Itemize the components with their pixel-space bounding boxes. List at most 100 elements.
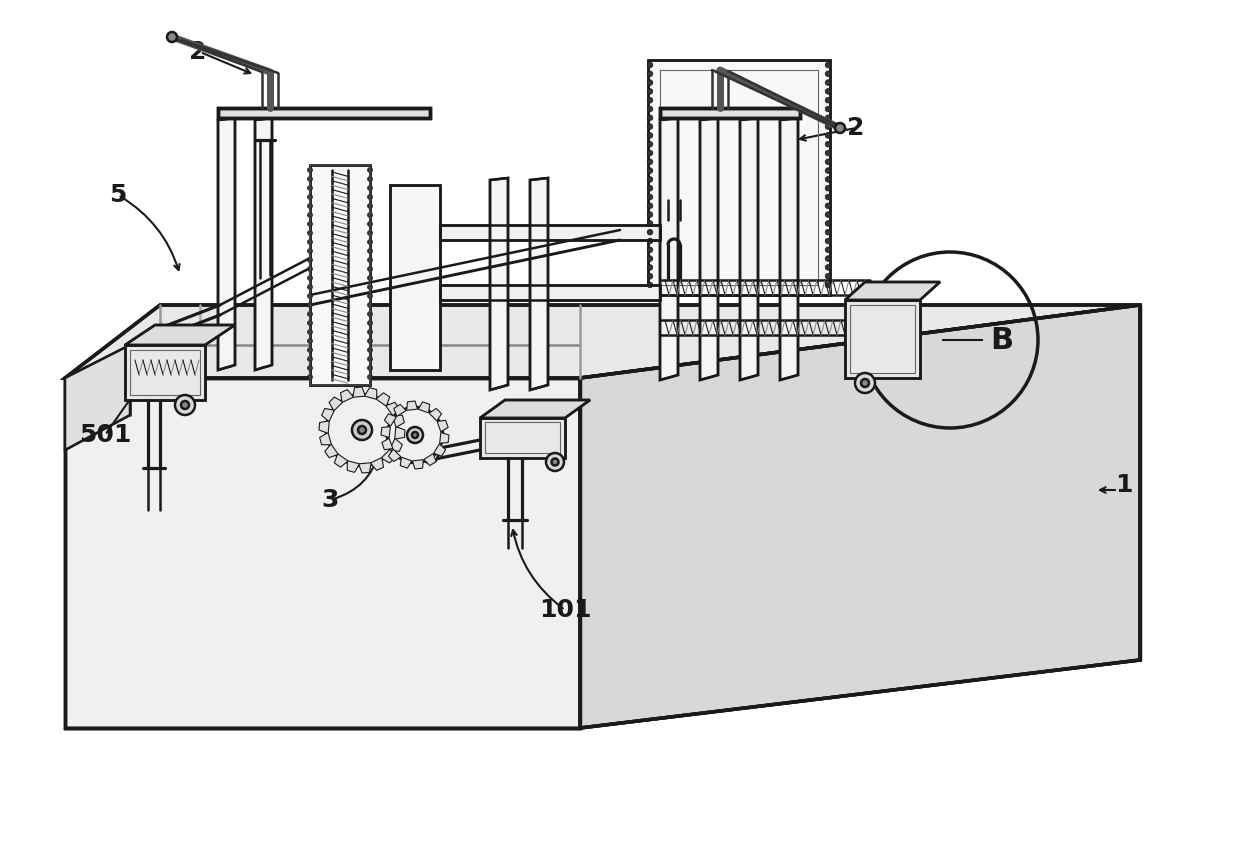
- Circle shape: [308, 222, 312, 227]
- Circle shape: [175, 395, 195, 415]
- Circle shape: [825, 159, 831, 165]
- Circle shape: [367, 329, 372, 334]
- Circle shape: [825, 255, 831, 261]
- Polygon shape: [125, 345, 205, 400]
- Polygon shape: [319, 420, 330, 433]
- Circle shape: [358, 426, 366, 434]
- Circle shape: [825, 97, 831, 103]
- Polygon shape: [393, 415, 404, 427]
- Circle shape: [367, 212, 372, 217]
- Circle shape: [647, 124, 652, 129]
- Polygon shape: [844, 282, 940, 300]
- Circle shape: [825, 151, 831, 156]
- Polygon shape: [660, 118, 678, 380]
- Polygon shape: [407, 401, 418, 410]
- Circle shape: [308, 338, 312, 343]
- Circle shape: [647, 229, 652, 235]
- Circle shape: [647, 71, 652, 77]
- Circle shape: [308, 329, 312, 334]
- Polygon shape: [649, 60, 830, 295]
- Text: B: B: [990, 326, 1013, 354]
- Circle shape: [367, 276, 372, 281]
- Polygon shape: [434, 444, 445, 456]
- Polygon shape: [310, 165, 370, 385]
- Circle shape: [167, 32, 177, 42]
- Polygon shape: [429, 409, 441, 421]
- Circle shape: [367, 356, 372, 361]
- Text: 101: 101: [538, 598, 591, 622]
- Circle shape: [367, 348, 372, 353]
- Circle shape: [647, 185, 652, 191]
- Circle shape: [308, 375, 312, 380]
- Circle shape: [647, 239, 652, 244]
- Circle shape: [647, 133, 652, 138]
- Circle shape: [647, 151, 652, 156]
- Circle shape: [308, 249, 312, 254]
- Circle shape: [835, 123, 844, 133]
- Polygon shape: [490, 178, 508, 390]
- Circle shape: [647, 265, 652, 270]
- Circle shape: [647, 221, 652, 226]
- Polygon shape: [424, 453, 436, 465]
- Circle shape: [422, 447, 438, 463]
- Circle shape: [367, 321, 372, 326]
- Polygon shape: [389, 438, 403, 452]
- Circle shape: [308, 266, 312, 272]
- Circle shape: [825, 177, 831, 182]
- Circle shape: [367, 249, 372, 254]
- Polygon shape: [418, 402, 430, 413]
- Circle shape: [387, 407, 443, 463]
- Circle shape: [825, 115, 831, 121]
- Polygon shape: [440, 225, 660, 240]
- Circle shape: [647, 168, 652, 173]
- Polygon shape: [125, 325, 236, 345]
- Polygon shape: [384, 414, 397, 426]
- Polygon shape: [701, 118, 718, 380]
- Circle shape: [308, 212, 312, 217]
- Polygon shape: [255, 118, 272, 370]
- Circle shape: [367, 185, 372, 190]
- Circle shape: [352, 420, 372, 440]
- Circle shape: [308, 365, 312, 371]
- Polygon shape: [440, 285, 660, 300]
- Text: 501: 501: [79, 423, 131, 447]
- Circle shape: [825, 80, 831, 85]
- Circle shape: [367, 257, 372, 262]
- Polygon shape: [381, 426, 391, 437]
- Circle shape: [825, 133, 831, 138]
- Text: 1: 1: [1115, 473, 1132, 497]
- Circle shape: [825, 71, 831, 77]
- Polygon shape: [353, 387, 366, 398]
- Polygon shape: [480, 418, 565, 458]
- Circle shape: [367, 303, 372, 307]
- Circle shape: [825, 212, 831, 217]
- Circle shape: [647, 141, 652, 147]
- Circle shape: [825, 195, 831, 200]
- Polygon shape: [740, 118, 758, 380]
- Polygon shape: [329, 397, 342, 411]
- Polygon shape: [347, 460, 360, 472]
- Circle shape: [647, 283, 652, 288]
- Polygon shape: [218, 118, 236, 370]
- Polygon shape: [64, 305, 1140, 378]
- Circle shape: [825, 203, 831, 209]
- Circle shape: [407, 427, 423, 443]
- Circle shape: [825, 283, 831, 288]
- Circle shape: [546, 453, 564, 471]
- Circle shape: [861, 379, 869, 387]
- Polygon shape: [381, 449, 394, 463]
- Circle shape: [825, 239, 831, 244]
- Circle shape: [308, 356, 312, 361]
- Circle shape: [308, 303, 312, 307]
- Circle shape: [367, 204, 372, 208]
- Circle shape: [825, 168, 831, 173]
- Circle shape: [647, 195, 652, 200]
- Circle shape: [647, 177, 652, 182]
- Circle shape: [308, 177, 312, 182]
- Circle shape: [308, 204, 312, 208]
- Circle shape: [825, 221, 831, 226]
- Circle shape: [326, 394, 398, 466]
- Circle shape: [367, 230, 372, 235]
- Circle shape: [367, 266, 372, 272]
- Circle shape: [367, 338, 372, 343]
